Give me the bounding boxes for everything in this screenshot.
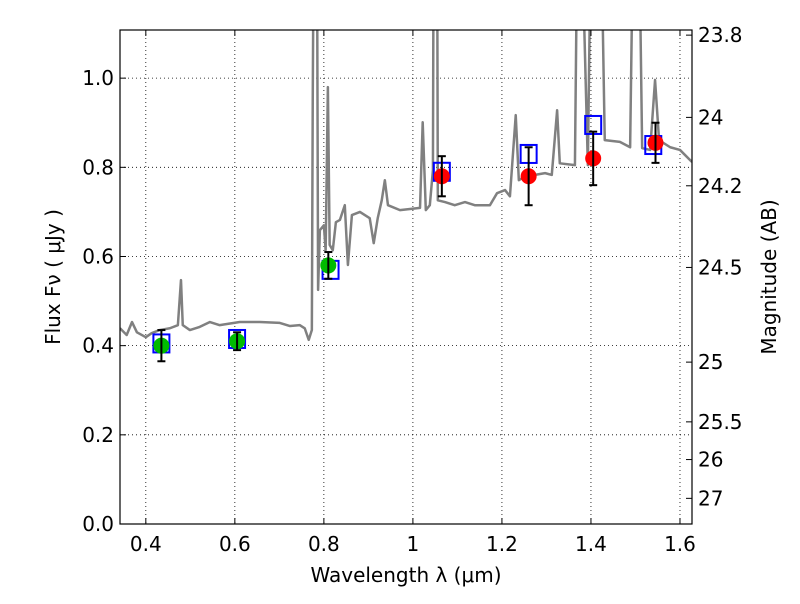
y2-tick-label: 25.5 (698, 410, 743, 434)
y2-tick-label: 27 (698, 486, 723, 510)
y2-tick-label: 25 (698, 350, 723, 374)
y2-axis-label: Magnitude (AB) (757, 199, 781, 354)
plot-area (120, 30, 692, 363)
y2-tick-label: 24 (698, 105, 723, 129)
y2-tick-label: 24.5 (698, 255, 743, 279)
y2-tick-label: 24.2 (698, 174, 743, 198)
y-tick-label: 0.0 (82, 512, 114, 536)
x-axis-label: Wavelength λ (μm) (310, 563, 501, 587)
y-axis-label: Flux Fν ( μJy ) (41, 209, 65, 345)
y2-tick-label: 26 (698, 448, 723, 472)
y2-tick-label: 23.8 (698, 23, 743, 47)
x-tick-label: 0.8 (308, 532, 340, 556)
spectrum-line (120, 30, 692, 342)
x-tick-label: 0.4 (130, 532, 162, 556)
y-tick-label: 0.6 (82, 244, 114, 268)
grid-lines (120, 30, 692, 525)
x-tick-label: 1 (407, 532, 420, 556)
x-tick-label: 1.6 (664, 532, 696, 556)
x-tick-label: 0.6 (219, 532, 251, 556)
y-tick-label: 0.4 (82, 334, 114, 358)
x-tick-label: 1.4 (575, 532, 607, 556)
y-tick-label: 0.2 (82, 423, 114, 447)
x-tick-label: 1.2 (486, 532, 518, 556)
axis-ticks: 0.4 0.6 0.8 1 1.2 1.4 1.6 0.0 0.2 0.4 0.6 0.8 1.0 23.… (82, 23, 742, 556)
axes-frame (119, 29, 693, 525)
y-tick-label: 0.8 (82, 155, 114, 179)
y-tick-label: 1.0 (82, 66, 114, 90)
